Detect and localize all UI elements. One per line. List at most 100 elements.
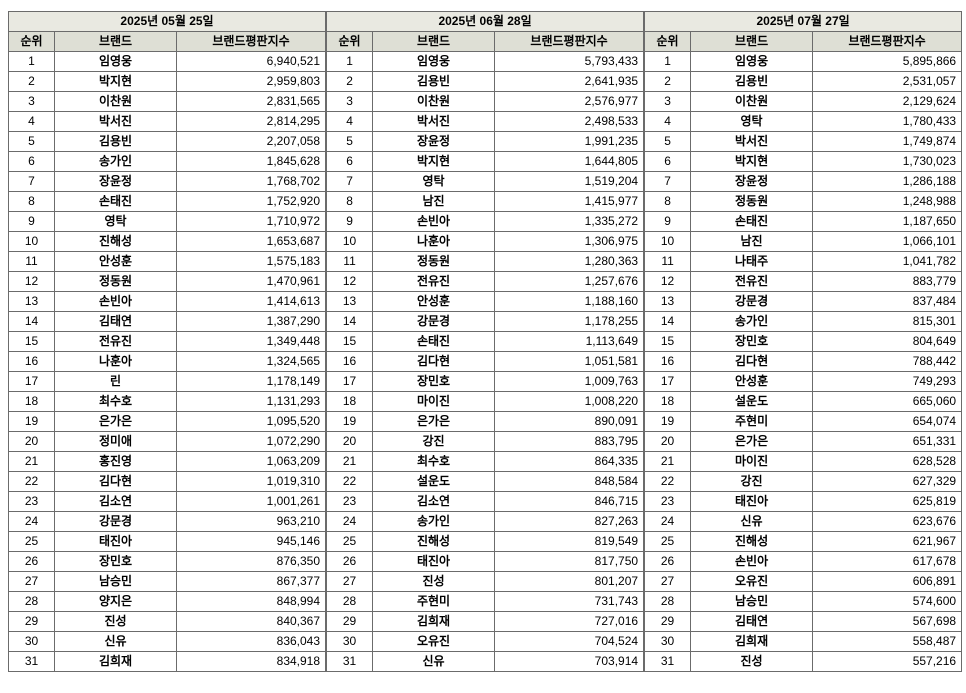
value-cell: 819,549 [494, 531, 645, 552]
brand-cell: 남승민 [54, 571, 177, 592]
brand-cell: 주현미 [372, 591, 496, 612]
brand-cell: 송가인 [372, 511, 496, 532]
value-cell: 2,641,935 [494, 71, 645, 92]
brand-cell: 이찬원 [54, 91, 177, 112]
value-cell: 1,041,782 [812, 251, 963, 272]
column-header-row: 순위 브랜드 브랜드평판지수 [326, 31, 645, 52]
brand-cell: 마이진 [372, 391, 496, 412]
value-cell: 1,066,101 [812, 231, 963, 252]
table-row: 21 마이진 628,528 [644, 451, 963, 472]
brand-cell: 안성훈 [372, 291, 496, 312]
brand-cell: 박지현 [690, 151, 814, 172]
value-cell: 801,207 [494, 571, 645, 592]
value-cell: 1,653,687 [175, 231, 327, 252]
rank-cell: 31 [326, 651, 374, 672]
table-row: 30 오유진 704,524 [326, 631, 645, 652]
rank-cell: 2 [326, 71, 374, 92]
panel-date-row: 2025년 05월 25일 [7, 11, 327, 32]
table-row: 9 손빈아 1,335,272 [326, 211, 645, 232]
value-cell: 883,779 [812, 271, 963, 292]
value-cell: 627,329 [812, 471, 963, 492]
brand-cell: 장민호 [54, 551, 177, 572]
table-row: 10 나훈아 1,306,975 [326, 231, 645, 252]
table-row: 15 장민호 804,649 [644, 331, 963, 352]
brand-cell: 강진 [690, 471, 814, 492]
value-cell: 1,072,290 [175, 431, 327, 452]
table-row: 30 김희재 558,487 [644, 631, 963, 652]
value-cell: 1,178,149 [175, 371, 327, 392]
value-cell: 1,063,209 [175, 451, 327, 472]
value-cell: 1,131,293 [175, 391, 327, 412]
table-row: 18 마이진 1,008,220 [326, 391, 645, 412]
value-cell: 817,750 [494, 551, 645, 572]
table-row: 22 강진 627,329 [644, 471, 963, 492]
value-cell: 2,576,977 [494, 91, 645, 112]
brand-cell: 임영웅 [690, 51, 814, 72]
panel-body-may: 1 임영웅 6,940,521 2 박지현 2,959,803 3 이찬원 2,831,565 4… [8, 51, 327, 672]
brand-cell: 임영웅 [54, 51, 177, 72]
table-row: 8 남진 1,415,977 [326, 191, 645, 212]
value-cell: 815,301 [812, 311, 963, 332]
brand-cell: 정동원 [690, 191, 814, 212]
rank-cell: 3 [644, 91, 692, 112]
brand-cell: 손빈아 [54, 291, 177, 312]
value-cell: 1,710,972 [175, 211, 327, 232]
table-row: 17 린 1,178,149 [8, 371, 327, 392]
table-row: 17 장민호 1,009,763 [326, 371, 645, 392]
column-header-row: 순위 브랜드 브랜드평판지수 [644, 31, 963, 52]
rank-cell: 12 [326, 271, 374, 292]
brand-cell: 김희재 [690, 631, 814, 652]
table-row: 21 홍진영 1,063,209 [8, 451, 327, 472]
table-row: 8 정동원 1,248,988 [644, 191, 963, 212]
rank-cell: 15 [326, 331, 374, 352]
rank-cell: 30 [326, 631, 374, 652]
value-cell: 6,940,521 [175, 51, 327, 72]
rank-cell: 24 [8, 511, 55, 532]
table-row: 16 나훈아 1,324,565 [8, 351, 327, 372]
rank-cell: 31 [644, 651, 692, 672]
rank-cell: 27 [644, 571, 692, 592]
table-row: 2 김용빈 2,531,057 [644, 71, 963, 92]
rank-cell: 13 [326, 291, 374, 312]
brand-cell: 손태진 [372, 331, 496, 352]
brand-cell: 태진아 [690, 491, 814, 512]
rank-cell: 29 [326, 611, 374, 632]
value-cell: 1,749,874 [812, 131, 963, 152]
brand-cell: 강문경 [372, 311, 496, 332]
brand-cell: 손태진 [54, 191, 177, 212]
brand-cell: 나태주 [690, 251, 814, 272]
brand-cell: 장윤정 [54, 171, 177, 192]
brand-cell: 박서진 [372, 111, 496, 132]
rank-cell: 20 [326, 431, 374, 452]
value-cell: 1,187,650 [812, 211, 963, 232]
rank-cell: 25 [644, 531, 692, 552]
brand-cell: 김다현 [690, 351, 814, 372]
rank-cell: 4 [326, 111, 374, 132]
brand-cell: 장민호 [372, 371, 496, 392]
brand-cell: 린 [54, 371, 177, 392]
panel-date: 2025년 06월 28일 [326, 11, 645, 32]
brand-cell: 이찬원 [372, 91, 496, 112]
table-row: 25 진해성 819,549 [326, 531, 645, 552]
value-cell: 827,263 [494, 511, 645, 532]
rank-cell: 15 [644, 331, 692, 352]
table-row: 3 이찬원 2,576,977 [326, 91, 645, 112]
brand-cell: 박서진 [54, 111, 177, 132]
rank-cell: 3 [326, 91, 374, 112]
table-row: 26 태진아 817,750 [326, 551, 645, 572]
panel-body-july: 1 임영웅 5,895,866 2 김용빈 2,531,057 3 이찬원 2,129,624 4… [644, 51, 963, 672]
brand-cell: 남진 [372, 191, 496, 212]
rank-cell: 25 [8, 531, 55, 552]
value-cell: 665,060 [812, 391, 963, 412]
brand-cell: 김용빈 [54, 131, 177, 152]
value-cell: 1,257,676 [494, 271, 645, 292]
rank-cell: 10 [644, 231, 692, 252]
table-row: 16 김다현 788,442 [644, 351, 963, 372]
value-cell: 837,484 [812, 291, 963, 312]
brand-cell: 손빈아 [372, 211, 496, 232]
table-row: 18 설운도 665,060 [644, 391, 963, 412]
rank-cell: 23 [8, 491, 55, 512]
brand-cell: 정동원 [54, 271, 177, 292]
value-cell: 2,959,803 [175, 71, 327, 92]
brand-cell: 박지현 [372, 151, 496, 172]
